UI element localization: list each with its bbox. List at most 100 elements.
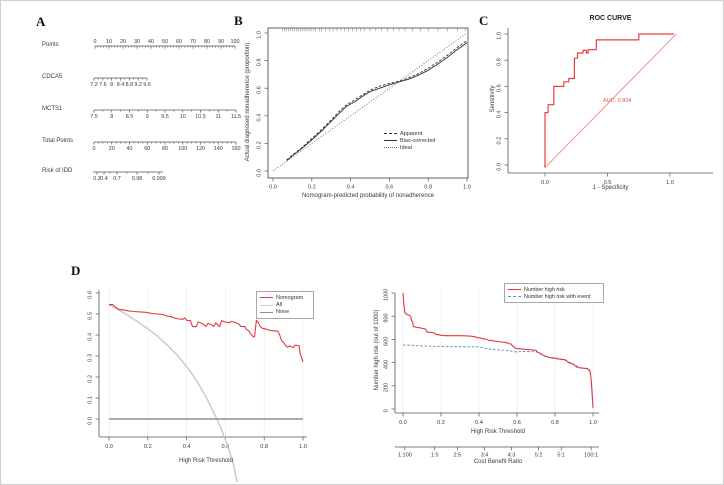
tick-label: 0 xyxy=(384,409,390,412)
nomogram-tick-label: 8.5 xyxy=(126,114,134,120)
tick-label: 400 xyxy=(384,360,390,369)
tick-label: 0.8 xyxy=(257,59,263,67)
plot-box xyxy=(267,27,469,179)
nomogram-tick-label: 0.7 xyxy=(113,176,121,182)
nomogram-tick-label: 9.6 xyxy=(143,82,151,88)
dca-x-axis-title: High Risk Threshold xyxy=(179,458,233,464)
high-risk-legend: Number high risk Number high risk with e… xyxy=(504,283,604,303)
tick-label: 0.6 xyxy=(386,185,394,191)
tick-label: 0.1 xyxy=(88,396,94,404)
nomogram-row-label-total-points: Total Points xyxy=(42,138,74,144)
cost-benefit-tick-label: 2:5 xyxy=(453,453,461,459)
legend-label: Nomogram xyxy=(276,294,304,301)
tick-label: 0.4 xyxy=(347,185,355,191)
nomogram-tick-label: 40 xyxy=(127,146,133,152)
calibration-series-dashed xyxy=(286,40,468,161)
nomogram-tick-label: 9.5 xyxy=(161,114,169,120)
legend-item-number-high-risk: Number high risk xyxy=(508,286,600,293)
nomogram-tick-label: 80 xyxy=(204,39,210,45)
nomogram-tick-label: 0.98 xyxy=(132,176,143,182)
tick-label: 0.2 xyxy=(497,137,503,145)
nomogram-tick-label: 70 xyxy=(190,39,196,45)
legend-label: Apparent xyxy=(400,130,423,137)
tick-label: 1000 xyxy=(384,289,390,301)
legend-label: All xyxy=(276,302,283,309)
tick-label: 800 xyxy=(384,313,390,322)
tick-label: 0.8 xyxy=(260,444,268,450)
calibration-y-axis-title: Actual diagnosed nonadherence (proportio… xyxy=(245,42,251,162)
nomogram-tick-label: 0.4 xyxy=(100,176,108,182)
cost-benefit-tick-label: 3:4 xyxy=(481,453,489,459)
panel-label-b: B xyxy=(234,13,243,28)
tick-label: 0.2 xyxy=(308,185,316,191)
nomogram-tick-label: 9.2 xyxy=(134,82,142,88)
nomogram-tick-label: 7.6 xyxy=(99,82,107,88)
roc-y-axis-title: Sensitivity xyxy=(490,85,496,113)
apparent-line-swatch xyxy=(384,133,397,134)
tick-label: 0.6 xyxy=(257,86,263,94)
nomogram-tick-label: 0 xyxy=(94,39,97,45)
nomogram-tick-label: 11 xyxy=(215,114,221,120)
tick-label: 0.0 xyxy=(399,420,407,426)
tick-label: 1.0 xyxy=(666,180,674,186)
nomogram-tick-label: 10 xyxy=(180,114,186,120)
tick-label: 0.0 xyxy=(88,417,94,425)
tick-label: 0.4 xyxy=(88,333,94,341)
nomogram-curve xyxy=(109,304,304,363)
nomogram-tick-label: 8.8 xyxy=(126,82,134,88)
cost-benefit-tick-label: 1:5 xyxy=(431,453,439,459)
tick-label: 0.4 xyxy=(183,444,191,450)
tick-label: 0.5 xyxy=(604,180,612,186)
tick-label: 0.6 xyxy=(88,291,94,299)
tick-label: 0.2 xyxy=(437,420,445,426)
cost-benefit-tick-label: 5:1 xyxy=(557,453,565,459)
nomogram-tick-label: 10.5 xyxy=(195,114,206,120)
tick-label: 1.0 xyxy=(299,444,307,450)
tick-label: 0.4 xyxy=(257,114,263,122)
cost-benefit-tick-label: 5:2 xyxy=(535,453,543,459)
calibration-series-dotted xyxy=(272,32,468,172)
nomogram-tick-label: 90 xyxy=(218,39,224,45)
tick-label: 0.0 xyxy=(541,180,549,186)
ideal-line-swatch xyxy=(384,147,397,148)
legend-item-number-high-risk-with-event: Number high risk with event xyxy=(508,293,600,300)
nomogram-tick-label: 100 xyxy=(178,146,187,152)
panel-label-c: C xyxy=(479,13,489,28)
nomogram-tick-label: 11.5 xyxy=(231,114,241,120)
all-line-swatch xyxy=(260,304,273,306)
nomogram-row-label-risk-of-idd: Risk of IDD xyxy=(42,168,73,174)
legend-label: None xyxy=(276,309,290,316)
tick-label: 0.0 xyxy=(257,169,263,177)
nomogram-line-swatch xyxy=(260,297,273,299)
calibration-x-axis-title: Nomogram-predicted probability of nonadh… xyxy=(301,193,435,199)
tick-label: 0.6 xyxy=(513,420,521,426)
tick-label: 1.0 xyxy=(497,32,503,40)
tick-label: 200 xyxy=(384,383,390,392)
legend-item-all: All xyxy=(260,301,310,308)
legend-label: Number high risk with event xyxy=(524,293,591,300)
tick-label: 0.2 xyxy=(144,444,152,450)
calibration-legend: Apparent Bias-corrected Ideal xyxy=(384,130,435,151)
bias-corrected-line-swatch xyxy=(384,140,397,141)
nomogram-tick-label: 9 xyxy=(146,114,149,120)
cost-benefit-tick-label: 100:1 xyxy=(584,453,598,459)
legend-item-apparent: Apparent xyxy=(384,130,435,137)
nomogram-tick-label: 20 xyxy=(109,146,115,152)
nomogram-tick-label: 80 xyxy=(162,146,168,152)
tick-label: 600 xyxy=(384,337,390,346)
nomogram-tick-label: 100 xyxy=(231,39,240,45)
tick-label: 1.0 xyxy=(589,420,597,426)
roc-title: ROC CURVE xyxy=(589,15,632,22)
nomogram-row-label-cdca5: CDCA5 xyxy=(42,74,63,80)
nomogram-tick-label: 8.4 xyxy=(117,82,125,88)
cost-benefit-tick-label: 1:100 xyxy=(398,453,412,459)
panel-label-a: A xyxy=(36,14,46,29)
nomogram-tick-label: 140 xyxy=(214,146,223,152)
dca-legend: Nomogram All None xyxy=(256,291,314,320)
tick-label: 0.2 xyxy=(257,141,263,149)
nomogram-tick-label: 40 xyxy=(148,39,154,45)
roc-x-axis-title: 1 - Specificity xyxy=(592,185,629,191)
high-risk-curve xyxy=(402,292,594,408)
nomogram-tick-label: 7.5 xyxy=(90,114,98,120)
